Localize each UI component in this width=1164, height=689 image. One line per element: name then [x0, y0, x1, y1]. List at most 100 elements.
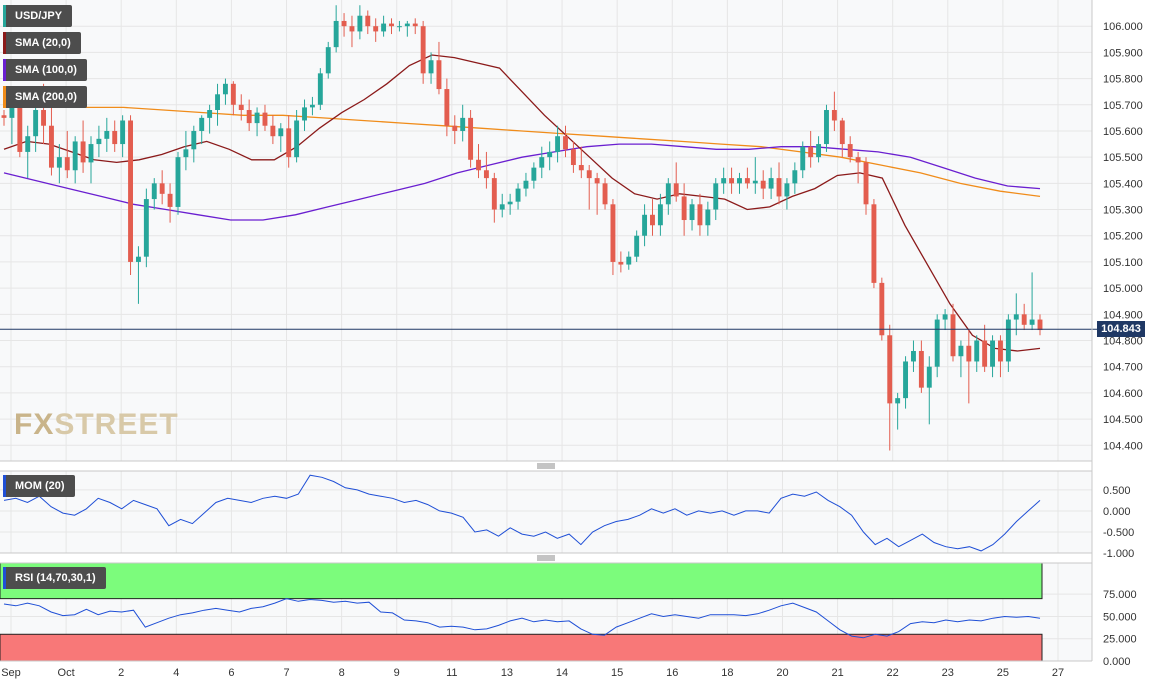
candle-up — [665, 183, 671, 205]
candle-up — [151, 183, 157, 200]
legend-sma20-swatch — [3, 32, 6, 54]
candle-up — [278, 128, 284, 137]
candle-down — [697, 204, 703, 226]
x-tick-label: 16 — [666, 667, 678, 679]
mom-line — [3, 474, 1041, 552]
price-tick-label: 104.500 — [1103, 414, 1143, 426]
candle-down — [602, 183, 608, 205]
candle-up — [175, 157, 181, 207]
x-tick-label: 6 — [228, 667, 234, 679]
candle-down — [1021, 314, 1027, 325]
resize-handle-1[interactable] — [537, 463, 555, 469]
candle-up — [721, 178, 727, 184]
legend-price-swatch — [3, 5, 6, 27]
rsi-tick-label: 25.000 — [1103, 634, 1137, 646]
x-tick-label: 13 — [501, 667, 513, 679]
legend-rsi[interactable]: RSI (14,70,30,1) — [3, 567, 106, 589]
x-tick-label: 9 — [394, 667, 400, 679]
price-tick-label: 104.900 — [1103, 309, 1143, 321]
candle-up — [911, 350, 916, 362]
price-tick-label: 104.800 — [1103, 336, 1143, 348]
candle-up — [381, 23, 387, 32]
candle-down — [610, 204, 616, 262]
mom-tick-label: 0.000 — [1103, 506, 1131, 518]
price-tick-label: 105.500 — [1103, 152, 1143, 164]
candle-down — [776, 178, 782, 197]
candle-down — [681, 196, 687, 221]
mom-tick-label: -1.000 — [1103, 548, 1134, 560]
x-tick-label: 7 — [283, 667, 289, 679]
candle-down — [452, 125, 458, 131]
legend-sma100[interactable]: SMA (100,0) — [3, 59, 87, 81]
price-tick-label: 105.300 — [1103, 205, 1143, 217]
candle-down — [831, 110, 837, 121]
legend-sma20[interactable]: SMA (20,0) — [3, 32, 81, 54]
candle-up — [990, 340, 996, 367]
sma100-line — [3, 143, 1041, 221]
indicator-lines — [3, 474, 1041, 639]
candle-up — [222, 83, 228, 95]
candle-up — [309, 104, 315, 108]
price-tick-label: 105.600 — [1103, 126, 1143, 138]
resize-handle-2[interactable] — [537, 555, 555, 561]
candle-up — [96, 138, 102, 145]
candle-up — [333, 20, 339, 48]
legend-sma200-swatch — [3, 86, 6, 108]
candle-up — [325, 47, 331, 74]
candle-up — [515, 188, 521, 202]
x-tick-label: 22 — [887, 667, 899, 679]
price-tick-label: 104.600 — [1103, 388, 1143, 400]
candle-up — [523, 180, 529, 189]
candle-up — [958, 345, 964, 357]
candle-down — [491, 178, 497, 210]
candle-up — [642, 214, 648, 236]
rsi-overbought-band — [0, 562, 1043, 600]
grid-layer — [0, 0, 1092, 662]
candle-down — [950, 314, 956, 357]
price-tick-label: 105.900 — [1103, 47, 1143, 59]
price-tick-label: 104.700 — [1103, 362, 1143, 374]
mom-tick-label: -0.500 — [1103, 527, 1134, 539]
candle-down — [650, 214, 655, 226]
price-tick-label: 106.000 — [1103, 21, 1143, 33]
candle-up — [792, 170, 798, 184]
legend-rsi-label: RSI (14,70,30,1) — [15, 572, 96, 584]
candle-up — [934, 319, 940, 367]
candle-up — [207, 110, 213, 118]
rsi-tick-label: 50.000 — [1103, 611, 1137, 623]
candle-down — [594, 178, 600, 184]
x-tick-label: 27 — [1052, 667, 1064, 679]
x-tick-label: 4 — [173, 667, 179, 679]
axes: 106.000 105.900 105.800 105.700 105.600 105.5… — [1, 21, 1143, 679]
candle-down — [262, 112, 268, 126]
candle-down — [373, 26, 379, 32]
legend-price[interactable]: USD/JPY — [3, 5, 73, 27]
candle-up — [942, 314, 948, 320]
candle-up — [143, 199, 149, 257]
legend-price-label: USD/JPY — [15, 10, 63, 22]
legend-sma200[interactable]: SMA (200,0) — [3, 86, 87, 108]
candle-up — [626, 256, 632, 265]
candle-down — [159, 183, 165, 194]
candle-down — [436, 60, 442, 90]
legend-mom[interactable]: MOM (20) — [3, 475, 75, 497]
panel-separators — [0, 0, 1093, 662]
candle-up — [183, 149, 189, 158]
candle-down — [847, 144, 853, 158]
candle-up — [120, 120, 126, 145]
candle-down — [998, 340, 1003, 362]
x-tick-label: 25 — [997, 667, 1009, 679]
candle-down — [839, 120, 845, 145]
rsi-bands — [0, 562, 1043, 662]
candle-up — [903, 361, 909, 399]
candle-up — [199, 117, 205, 131]
rsi-line — [3, 598, 1041, 639]
x-tick-label: 23 — [942, 667, 954, 679]
candle-up — [768, 178, 774, 189]
rsi-tick-label: 0.000 — [1103, 656, 1131, 668]
candle-up — [56, 157, 62, 168]
candle-up — [404, 23, 410, 27]
candle-up — [895, 398, 901, 404]
x-tick-label: Sep — [1, 667, 21, 679]
